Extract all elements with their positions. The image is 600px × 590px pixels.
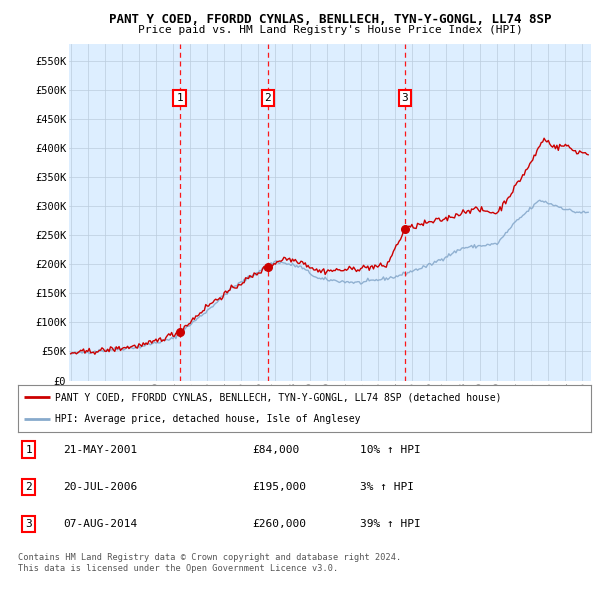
Text: £195,000: £195,000 [252, 482, 306, 491]
Text: 1: 1 [176, 93, 183, 103]
Text: 2: 2 [25, 482, 32, 491]
Text: 1: 1 [25, 445, 32, 454]
Text: PANT Y COED, FFORDD CYNLAS, BENLLECH, TYN-Y-GONGL, LL74 8SP: PANT Y COED, FFORDD CYNLAS, BENLLECH, TY… [109, 13, 551, 26]
Text: HPI: Average price, detached house, Isle of Anglesey: HPI: Average price, detached house, Isle… [55, 414, 361, 424]
Text: 20-JUL-2006: 20-JUL-2006 [63, 482, 137, 491]
Text: 39% ↑ HPI: 39% ↑ HPI [360, 519, 421, 529]
Text: 3: 3 [25, 519, 32, 529]
Text: Contains HM Land Registry data © Crown copyright and database right 2024.
This d: Contains HM Land Registry data © Crown c… [18, 553, 401, 573]
Text: 21-MAY-2001: 21-MAY-2001 [63, 445, 137, 454]
Text: Price paid vs. HM Land Registry's House Price Index (HPI): Price paid vs. HM Land Registry's House … [137, 25, 523, 35]
Text: 3% ↑ HPI: 3% ↑ HPI [360, 482, 414, 491]
Text: PANT Y COED, FFORDD CYNLAS, BENLLECH, TYN-Y-GONGL, LL74 8SP (detached house): PANT Y COED, FFORDD CYNLAS, BENLLECH, TY… [55, 392, 502, 402]
Text: 2: 2 [265, 93, 271, 103]
Text: 07-AUG-2014: 07-AUG-2014 [63, 519, 137, 529]
Text: 3: 3 [401, 93, 409, 103]
Text: 10% ↑ HPI: 10% ↑ HPI [360, 445, 421, 454]
Text: £260,000: £260,000 [252, 519, 306, 529]
Text: £84,000: £84,000 [252, 445, 299, 454]
